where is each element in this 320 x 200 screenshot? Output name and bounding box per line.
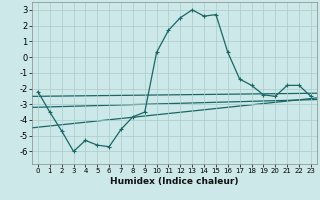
X-axis label: Humidex (Indice chaleur): Humidex (Indice chaleur) bbox=[110, 177, 239, 186]
